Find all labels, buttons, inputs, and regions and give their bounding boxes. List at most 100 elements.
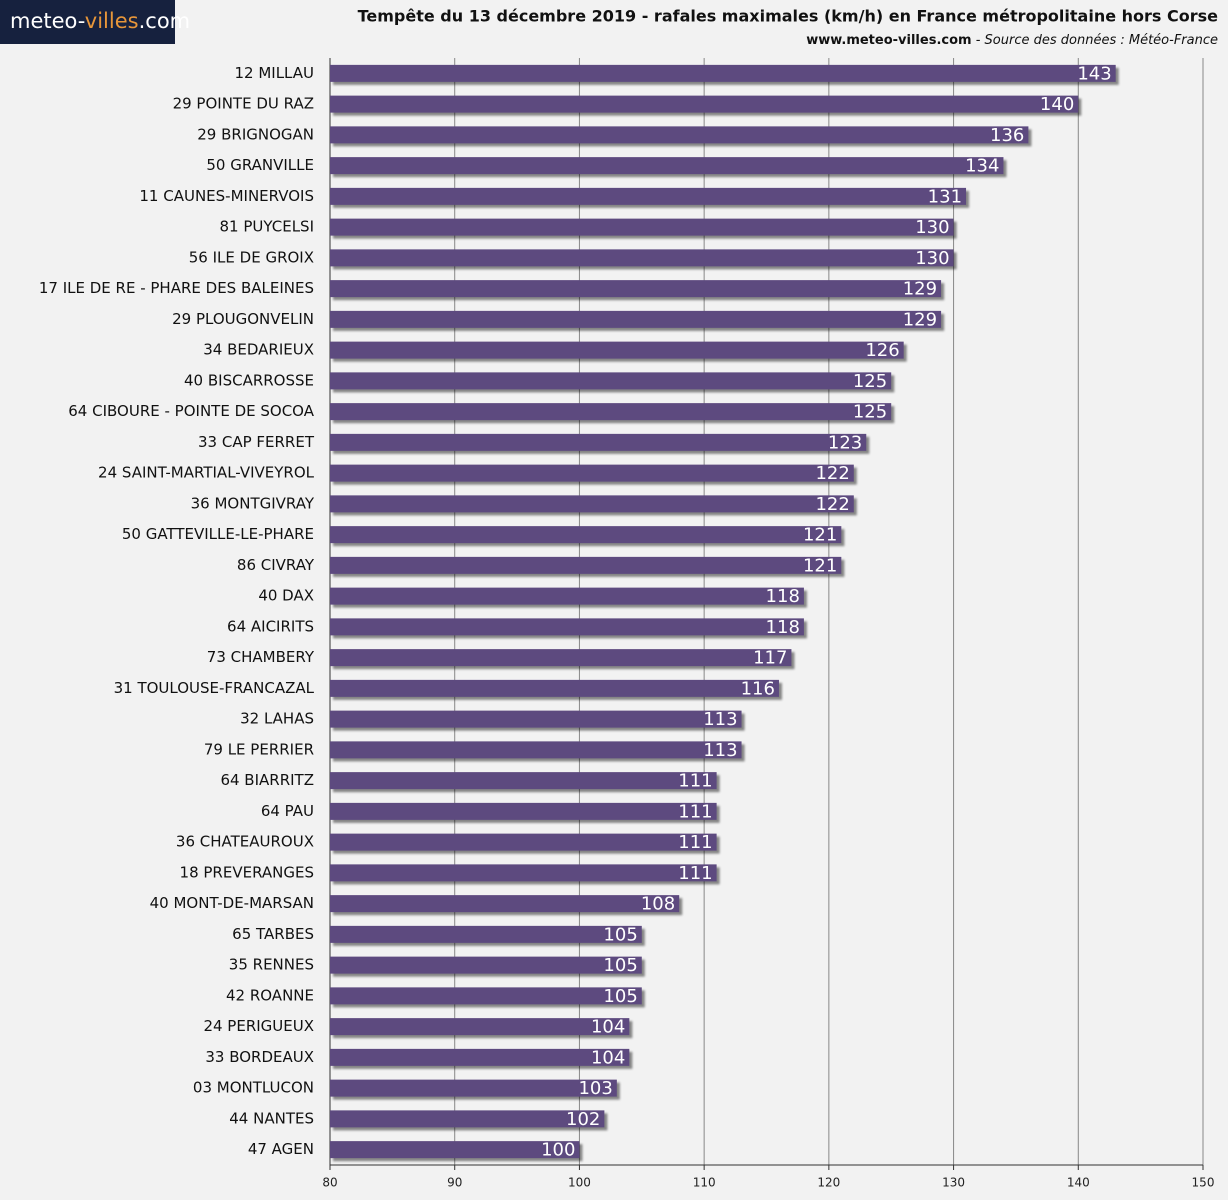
x-tick-label: 150 (1192, 1176, 1215, 1190)
value-label: 122 (815, 463, 849, 484)
value-label: 105 (603, 986, 637, 1007)
value-label: 134 (965, 156, 999, 177)
y-tick-label: 56 ILE DE GROIX (189, 248, 314, 266)
subtitle: www.meteo-villes.com - Source des donnée… (806, 33, 1218, 48)
x-tick-label: 110 (693, 1176, 716, 1190)
value-label: 103 (578, 1078, 612, 1099)
bar (330, 157, 1004, 175)
chart-title: Tempête du 13 décembre 2019 - rafales ma… (358, 7, 1219, 26)
y-tick-label: 29 BRIGNOGAN (197, 125, 314, 143)
value-label: 102 (566, 1109, 600, 1130)
bar (330, 372, 892, 390)
y-tick-label: 47 AGEN (248, 1140, 314, 1158)
y-tick-label: 36 MONTGIVRAY (191, 494, 315, 512)
y-tick-label: 79 LE PERRIER (204, 740, 314, 758)
bar (330, 280, 942, 298)
value-label: 117 (753, 648, 787, 669)
y-tick-label: 40 DAX (258, 587, 314, 605)
bar (330, 1141, 580, 1159)
x-tick-label: 90 (447, 1176, 462, 1190)
bar (330, 526, 842, 544)
bar (330, 987, 642, 1005)
bar (330, 1018, 630, 1036)
logo-part: meteo- (10, 9, 85, 33)
bar (330, 187, 967, 205)
y-tick-label: 40 MONT-DE-MARSAN (150, 894, 314, 912)
value-label: 100 (541, 1140, 575, 1161)
value-label: 113 (703, 740, 737, 761)
value-label: 108 (641, 894, 675, 915)
x-tick-label: 120 (817, 1176, 840, 1190)
y-tick-label: 86 CIVRAY (237, 556, 315, 574)
bar (330, 649, 792, 667)
value-label: 105 (603, 955, 637, 976)
y-tick-label: 64 BIARRITZ (220, 771, 314, 789)
value-label: 121 (803, 555, 837, 576)
value-label: 125 (853, 371, 887, 392)
value-label: 136 (990, 125, 1024, 146)
bar (330, 833, 717, 851)
value-label: 104 (591, 1047, 625, 1068)
y-tick-label: 31 TOULOUSE-FRANCAZAL (114, 679, 315, 697)
y-tick-label: 64 CIBOURE - POINTE DE SOCOA (68, 402, 314, 420)
bar (330, 1048, 630, 1066)
bar (330, 249, 954, 267)
y-tick-label: 29 POINTE DU RAZ (173, 95, 314, 113)
bar (330, 556, 842, 574)
y-tick-label: 50 GRANVILLE (206, 156, 314, 174)
y-tick-label: 29 PLOUGONVELIN (172, 310, 314, 328)
bar (330, 95, 1079, 113)
value-label: 130 (915, 248, 949, 269)
y-tick-label: 36 CHATEAUROUX (176, 833, 314, 851)
bar (330, 679, 779, 697)
value-label: 130 (915, 217, 949, 238)
bar (330, 218, 954, 236)
bar (330, 341, 904, 359)
bar (330, 956, 642, 974)
y-tick-label: 32 LAHAS (240, 710, 314, 728)
bar (330, 925, 642, 943)
value-label: 125 (853, 402, 887, 423)
y-tick-label: 34 BEDARIEUX (203, 341, 314, 359)
y-tick-label: 65 TARBES (232, 925, 314, 943)
y-tick-label: 64 AICIRITS (227, 617, 314, 635)
y-tick-label: 42 ROANNE (226, 986, 314, 1004)
y-tick-label: 44 NANTES (229, 1109, 314, 1127)
value-label: 104 (591, 1017, 625, 1038)
value-label: 122 (815, 494, 849, 515)
bar (330, 126, 1029, 144)
y-tick-label: 81 PUYCELSI (220, 218, 314, 236)
bar (330, 772, 717, 790)
bar (330, 464, 854, 482)
bar (330, 433, 867, 451)
source: www.meteo-villes.com (806, 33, 971, 48)
value-label: 143 (1077, 63, 1111, 84)
value-label: 129 (903, 309, 937, 330)
bar (330, 618, 804, 636)
bar (330, 895, 680, 913)
value-label: 121 (803, 525, 837, 546)
logo-part: .com (139, 9, 191, 33)
value-label: 118 (766, 617, 800, 638)
logo-part: villes (85, 9, 139, 33)
bar (330, 1079, 617, 1097)
value-label: 105 (603, 924, 637, 945)
y-tick-label: 24 SAINT-MARTIAL-VIVEYROL (98, 464, 315, 482)
value-label: 111 (678, 863, 712, 884)
logo: meteo-villes.com (10, 9, 190, 33)
bar (330, 310, 942, 328)
y-tick-label: 73 CHAMBERY (207, 648, 315, 666)
y-tick-label: 11 CAUNES-MINERVOIS (139, 187, 314, 205)
y-tick-label: 18 PREVERANGES (180, 863, 314, 881)
x-tick-label: 140 (1067, 1176, 1090, 1190)
y-tick-label: 17 ILE DE RE - PHARE DES BALEINES (39, 279, 314, 297)
x-tick-label: 130 (942, 1176, 965, 1190)
source-note: - Source des données : Météo-France (976, 33, 1218, 48)
y-tick-label: 03 MONTLUCON (193, 1079, 314, 1097)
bar (330, 64, 1116, 82)
value-label: 111 (678, 801, 712, 822)
y-tick-label: 35 RENNES (229, 956, 314, 974)
y-tick-label: 33 CAP FERRET (198, 433, 315, 451)
value-label: 140 (1040, 94, 1074, 115)
